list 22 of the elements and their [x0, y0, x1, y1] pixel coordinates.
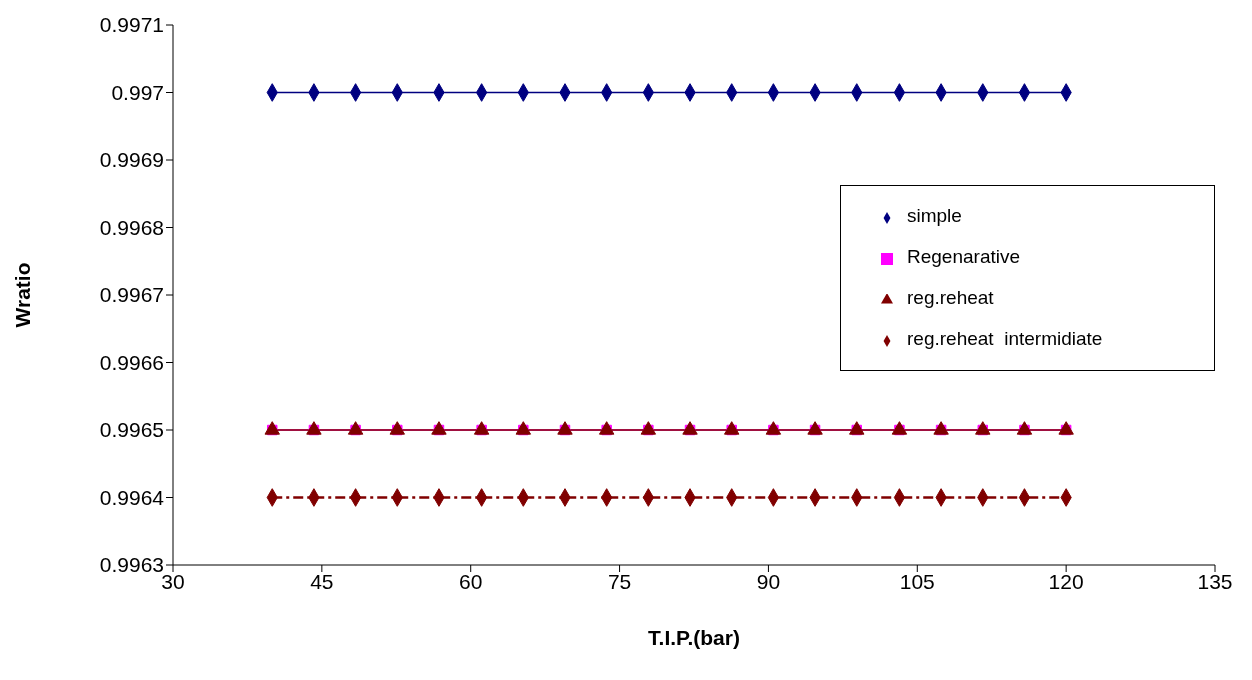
x-tick-label: 90: [756, 569, 781, 593]
legend-label: simple: [907, 205, 962, 226]
y-tick-label: 0.9966: [99, 350, 164, 374]
y-tick-label: 0.9964: [99, 485, 165, 509]
legend-label: Regenarative: [907, 246, 1021, 267]
y-tick-label: 0.9969: [99, 148, 164, 172]
y-tick-label: 0.9965: [99, 418, 164, 442]
legend-label: reg.reheat intermidiate: [907, 328, 1103, 349]
y-tick-label: 0.9967: [99, 283, 164, 307]
x-axis-title: T.I.P.(bar): [648, 626, 740, 649]
x-tick-label: 135: [1197, 569, 1233, 593]
x-tick-label: 120: [1048, 569, 1084, 593]
y-tick-label: 0.997: [111, 80, 164, 104]
x-tick-label: 105: [899, 569, 935, 593]
y-tick-label: 0.9968: [99, 215, 164, 239]
x-tick-label: 45: [310, 569, 334, 593]
y-axis-title: Wratio: [11, 262, 35, 328]
legend-label: reg.reheat: [907, 287, 994, 308]
x-tick-label: 75: [607, 569, 632, 593]
y-tick-label: 0.9963: [99, 553, 164, 577]
x-tick-label: 60: [459, 569, 483, 593]
y-tick-label: 0.9971: [99, 13, 164, 37]
